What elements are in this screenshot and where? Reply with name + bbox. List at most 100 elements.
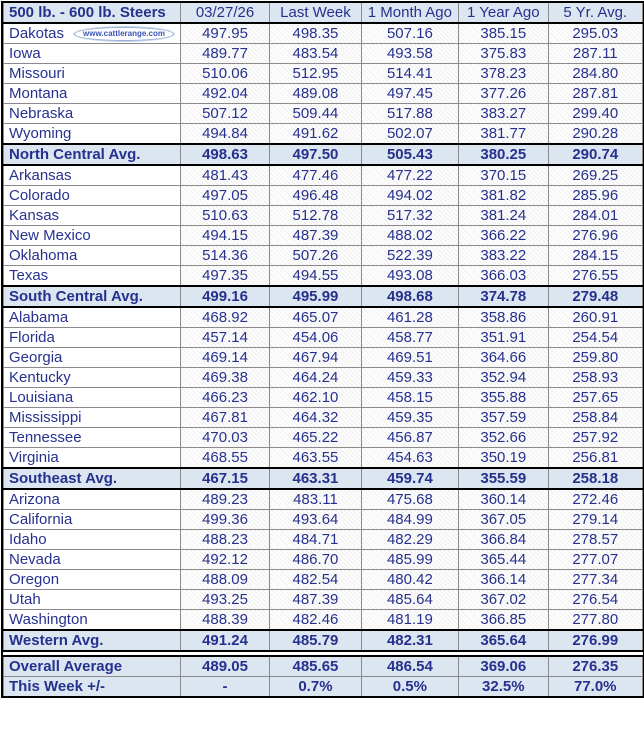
row-label: Virginia	[3, 447, 181, 469]
value-cell: 290.28	[547, 123, 644, 145]
value-cell: 278.57	[547, 529, 644, 550]
row-label: Colorado	[3, 185, 181, 206]
row-label: Dakotas www.cattlerange.com	[3, 22, 181, 44]
value-cell: 481.43	[179, 164, 271, 186]
value-cell: 469.14	[179, 347, 271, 368]
row-label: Georgia	[3, 347, 181, 368]
value-cell: 287.81	[547, 83, 644, 104]
value-cell: 487.39	[269, 225, 362, 246]
value-cell: 498.63	[179, 143, 271, 166]
value-cell: 276.54	[547, 589, 644, 610]
value-cell: 488.23	[179, 529, 271, 550]
row-label: North Central Avg.	[3, 143, 181, 166]
value-cell: 522.39	[360, 245, 460, 266]
table-row: This Week +/- -0.7% 0.5% 32.5% 77.0%	[3, 676, 644, 696]
value-cell: 458.77	[360, 327, 460, 348]
row-label: Tennessee	[3, 427, 181, 448]
value-cell: 375.83	[458, 43, 549, 64]
cattlerange-logo[interactable]: www.cattlerange.com	[74, 27, 174, 42]
price-table-container: 500 lb. - 600 lb. Steers 03/27/26 Last W…	[1, 1, 644, 698]
value-cell: 385.15	[458, 22, 549, 44]
table-row: Wyoming 494.84 491.62 502.07 381.77 290.28	[3, 123, 644, 145]
value-cell: 491.24	[179, 629, 271, 652]
value-cell: 257.92	[547, 427, 644, 448]
value-cell: 365.64	[458, 629, 549, 652]
value-cell: 496.48	[269, 185, 362, 206]
table-row: Oklahoma 514.36 507.26 522.39 383.22 284.15	[3, 245, 644, 266]
row-label: Kentucky	[3, 367, 181, 388]
table-row: Dakotas www.cattlerange.com 497.95 498.35 50…	[3, 22, 644, 44]
value-cell: 514.36	[179, 245, 271, 266]
table-row: North Central Avg. 498.63 497.50 505.43 380.…	[3, 143, 644, 166]
value-cell: 492.04	[179, 83, 271, 104]
value-cell: 497.45	[360, 83, 460, 104]
table-row: Iowa 489.77 483.54 493.58 375.83 287.11	[3, 43, 644, 64]
value-cell: 489.05	[179, 655, 271, 677]
value-cell: 477.22	[360, 164, 460, 186]
value-cell: 497.05	[179, 185, 271, 206]
value-cell: 367.02	[458, 589, 549, 610]
value-cell: 355.88	[458, 387, 549, 408]
steer-price-table: 500 lb. - 600 lb. Steers 03/27/26 Last W…	[3, 3, 644, 696]
value-cell: 489.77	[179, 43, 271, 64]
row-label: Texas	[3, 265, 181, 287]
value-cell: 482.54	[269, 569, 362, 590]
value-cell: 366.84	[458, 529, 549, 550]
table-row: Utah 493.25 487.39 485.64 367.02 276.54	[3, 589, 644, 610]
table-body: Dakotas www.cattlerange.com 497.95 498.35 50…	[3, 22, 644, 696]
value-cell: 279.48	[547, 285, 644, 308]
table-row: Idaho 488.23 484.71 482.29 366.84 278.57	[3, 529, 644, 550]
value-cell: 365.44	[458, 549, 549, 570]
value-cell: 495.99	[269, 285, 362, 308]
row-label: Overall Average	[3, 655, 181, 677]
value-cell: 499.16	[179, 285, 271, 308]
value-cell: 366.03	[458, 265, 549, 287]
value-cell: 512.95	[269, 63, 362, 84]
value-cell: 32.5%	[458, 676, 549, 696]
row-label: Nebraska	[3, 103, 181, 124]
value-cell: 454.06	[269, 327, 362, 348]
value-cell: 360.14	[458, 488, 549, 510]
table-row: Louisiana 466.23 462.10 458.15 355.88 257.65	[3, 387, 644, 408]
value-cell: 77.0%	[547, 676, 644, 696]
value-cell: 475.68	[360, 488, 460, 510]
value-cell: 510.06	[179, 63, 271, 84]
table-row: Southeast Avg. 467.15 463.31 459.74 355.59 25…	[3, 467, 644, 490]
value-cell: 470.03	[179, 427, 271, 448]
value-cell: 483.11	[269, 488, 362, 510]
value-cell: 482.31	[360, 629, 460, 652]
value-cell: 484.99	[360, 509, 460, 530]
value-cell: 485.79	[269, 629, 362, 652]
value-cell: 494.02	[360, 185, 460, 206]
value-cell: 499.36	[179, 509, 271, 530]
table-title: 500 lb. - 600 lb. Steers	[3, 3, 181, 24]
value-cell: 276.55	[547, 265, 644, 287]
table-row: Washington 488.39 482.46 481.19 366.85 277.80	[3, 609, 644, 631]
value-cell: 355.59	[458, 467, 549, 490]
value-cell: 486.70	[269, 549, 362, 570]
value-cell: 364.66	[458, 347, 549, 368]
table-row: Virginia 468.55 463.55 454.63 350.19 256.81	[3, 447, 644, 469]
value-cell: 468.55	[179, 447, 271, 469]
value-cell: 258.93	[547, 367, 644, 388]
table-row: Mississippi 467.81 464.32 459.35 357.59 258.8…	[3, 407, 644, 428]
value-cell: 383.22	[458, 245, 549, 266]
value-cell: 502.07	[360, 123, 460, 145]
table-row: Arizona 489.23 483.11 475.68 360.14 272.46	[3, 488, 644, 510]
value-cell: 492.12	[179, 549, 271, 570]
value-cell: 260.91	[547, 306, 644, 328]
value-cell: 468.92	[179, 306, 271, 328]
row-label: Kansas	[3, 205, 181, 226]
value-cell: 254.54	[547, 327, 644, 348]
table-row: Overall Average 489.05 485.65 486.54 369.06 2…	[3, 655, 644, 677]
value-cell: 485.65	[269, 655, 362, 677]
value-cell: 464.24	[269, 367, 362, 388]
value-cell: 491.62	[269, 123, 362, 145]
row-label: Western Avg.	[3, 629, 181, 652]
value-cell: 507.12	[179, 103, 271, 124]
value-cell: 494.84	[179, 123, 271, 145]
row-label: Washington	[3, 609, 181, 631]
row-label: Arkansas	[3, 164, 181, 186]
row-label: Arizona	[3, 488, 181, 510]
value-cell: 465.22	[269, 427, 362, 448]
